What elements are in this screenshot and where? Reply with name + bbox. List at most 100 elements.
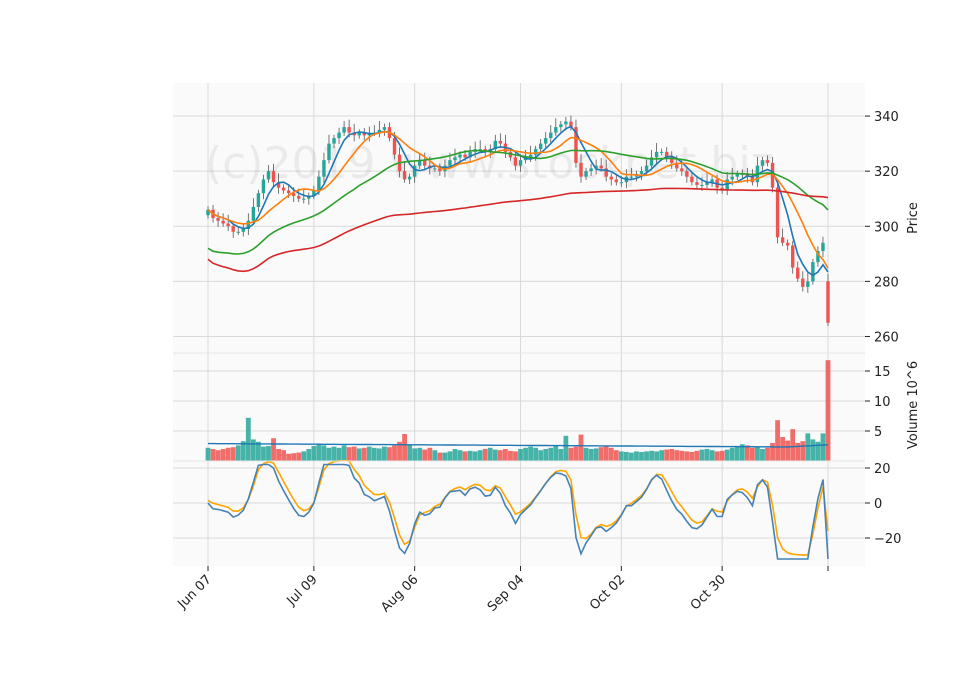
candle-body — [332, 138, 336, 144]
volume-bar — [558, 449, 564, 461]
candle-body — [654, 151, 659, 158]
volume-bar — [719, 450, 725, 461]
candle-body — [382, 127, 387, 130]
candle-body — [675, 162, 679, 169]
indicator-axis-tick-label: 20 — [874, 462, 891, 477]
candle-body — [266, 171, 271, 180]
candle-body — [806, 281, 810, 287]
volume-bar — [603, 446, 609, 461]
candle-body — [402, 171, 407, 180]
volume-bar — [795, 443, 801, 461]
volume-bars — [205, 360, 831, 461]
candle-body — [327, 143, 331, 161]
candle-body — [685, 171, 689, 177]
volume-bar — [775, 420, 780, 461]
volume-bar — [457, 450, 463, 461]
volume-bar — [588, 449, 594, 461]
candle-body — [226, 223, 230, 227]
candle-body — [433, 168, 437, 170]
candle-body — [594, 165, 598, 169]
candle-body — [705, 182, 709, 185]
volume-bar — [548, 447, 554, 461]
candle-body — [554, 127, 558, 133]
indicator-lines — [207, 459, 829, 560]
candle-body — [695, 182, 699, 185]
volume-bar — [487, 447, 493, 461]
volume-bar — [210, 449, 216, 461]
candle-body — [347, 127, 351, 133]
x-axis: Jun 07 Jul 09 Aug 06 Sep 04 Oct 02 Oct 30 — [175, 566, 829, 615]
candle-body — [236, 231, 240, 233]
volume-bar — [225, 447, 231, 461]
x-axis-tick-label: Oct 02 — [587, 572, 628, 613]
candle-body — [241, 229, 245, 232]
volume-bar — [583, 447, 589, 461]
volume-bar — [598, 447, 604, 461]
candle-body — [599, 165, 603, 169]
candle-body — [649, 157, 654, 166]
volume-bar — [755, 446, 760, 461]
candle-body — [816, 251, 820, 263]
candle-body — [760, 160, 765, 166]
volume-bar — [321, 445, 327, 461]
volume-bar — [316, 444, 322, 461]
volume-bar — [679, 450, 685, 461]
candle-body — [796, 267, 800, 279]
price-axis-tick-label: 320 — [874, 165, 899, 180]
volume-bar — [659, 450, 665, 461]
volume-axis-label: Volume 10^6 — [906, 361, 921, 449]
volume-bar — [538, 450, 544, 461]
price-axis-tick-label: 340 — [874, 110, 899, 125]
volume-bar — [492, 449, 498, 461]
volume-bar — [724, 449, 730, 461]
price-axis-tick-label: 300 — [874, 220, 899, 235]
candle-body — [614, 179, 618, 183]
candle-body — [765, 160, 770, 163]
candle-body — [780, 237, 785, 243]
candle-body — [639, 171, 644, 174]
candle-body — [412, 165, 417, 177]
volume-bar — [497, 450, 503, 461]
volume-bar — [477, 450, 483, 461]
volume-bar — [654, 451, 660, 461]
volume-bar — [568, 447, 574, 461]
candle-body — [811, 262, 815, 282]
volume-bar — [694, 450, 700, 461]
candle-body — [609, 176, 613, 180]
candle-body — [468, 151, 472, 158]
volume-bar — [240, 441, 246, 461]
volume-bar — [276, 449, 281, 461]
volume-bar — [230, 447, 236, 461]
candle-body — [493, 140, 498, 150]
volume-bar — [336, 447, 342, 461]
volume-bar — [623, 452, 629, 461]
volume-bar — [245, 417, 251, 461]
volume-bar — [820, 433, 826, 461]
volume-bar — [417, 447, 423, 461]
price-axis-label: Price — [906, 202, 921, 234]
volume-bar — [452, 449, 458, 461]
candle-body — [710, 179, 714, 183]
candle-body — [216, 218, 220, 221]
volume-bar — [366, 446, 372, 461]
volume-bar — [639, 452, 644, 461]
candle-body — [307, 195, 311, 199]
volume-bar — [402, 434, 407, 461]
candle-body — [513, 157, 518, 166]
volume-bar — [770, 443, 775, 461]
volume-bar — [709, 450, 715, 461]
volume-bar — [553, 445, 559, 461]
candle-body — [690, 176, 694, 183]
volume-bar — [502, 449, 508, 461]
volume-bar — [311, 446, 317, 461]
candle-body — [478, 149, 482, 151]
volume-bar — [684, 451, 690, 461]
indicator-y-axis: −20 0 20 — [865, 462, 901, 547]
volume-bar — [825, 360, 831, 461]
candle-body — [392, 138, 397, 155]
indicator-axis-tick-label: −20 — [874, 532, 901, 547]
volume-bar — [341, 445, 347, 461]
volume-bar — [644, 451, 649, 461]
volume-bar — [523, 447, 528, 461]
volume-bar — [376, 448, 382, 461]
